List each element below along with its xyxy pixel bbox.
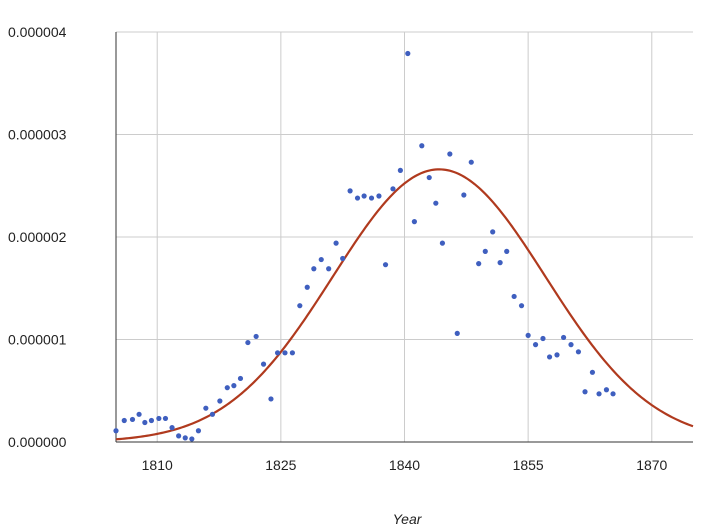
data-point xyxy=(237,375,244,382)
data-point xyxy=(461,192,467,198)
data-point xyxy=(361,193,367,199)
data-point xyxy=(354,195,361,201)
data-point xyxy=(121,417,127,424)
data-point xyxy=(297,303,303,309)
data-point xyxy=(148,417,155,424)
data-point xyxy=(476,261,482,267)
data-point xyxy=(596,391,602,397)
data-point xyxy=(260,361,267,367)
data-point xyxy=(282,350,288,356)
data-point xyxy=(217,398,223,404)
tick-labels: 0.000000 0.000001 0.000002 0.000003 0.000004… xyxy=(8,24,668,473)
y-tick-label: 0.000001 xyxy=(8,332,67,348)
x-tick-label: 1810 xyxy=(142,457,173,473)
data-point xyxy=(419,143,425,149)
data-point xyxy=(311,266,317,272)
data-point xyxy=(490,229,496,235)
x-tick-label: 1840 xyxy=(389,457,420,473)
data-point xyxy=(274,350,281,356)
data-point xyxy=(603,387,610,393)
data-point xyxy=(439,240,446,246)
data-point xyxy=(560,334,567,341)
data-point xyxy=(518,303,525,309)
data-point xyxy=(189,436,195,442)
data-point xyxy=(468,159,474,165)
gridlines xyxy=(116,31,693,442)
data-point xyxy=(176,433,182,439)
axes xyxy=(115,32,693,443)
data-point xyxy=(245,339,251,346)
data-point xyxy=(340,255,346,262)
data-point xyxy=(376,193,382,199)
y-tick-label: 0.000002 xyxy=(8,229,67,245)
data-point xyxy=(540,335,546,342)
data-point xyxy=(411,219,417,225)
data-point xyxy=(136,411,142,417)
x-tick-label: 1870 xyxy=(636,457,667,473)
data-point xyxy=(156,415,162,422)
data-point xyxy=(203,405,209,411)
data-point xyxy=(568,342,574,348)
data-point xyxy=(289,350,295,356)
data-points xyxy=(113,50,616,442)
data-point xyxy=(497,260,503,266)
data-point xyxy=(113,428,119,434)
data-point xyxy=(589,369,596,375)
y-tick-label: 0.000004 xyxy=(8,24,67,40)
data-point xyxy=(253,333,259,340)
x-tick-label: 1825 xyxy=(265,457,296,473)
data-point xyxy=(209,411,216,417)
data-point xyxy=(546,354,553,360)
data-point xyxy=(482,248,488,254)
data-point xyxy=(582,389,588,395)
y-tick-label: 0.000000 xyxy=(8,434,67,450)
data-point xyxy=(182,435,188,441)
data-point xyxy=(333,240,339,246)
data-point xyxy=(326,266,332,272)
x-axis-title: Year xyxy=(393,511,423,527)
data-point xyxy=(575,349,582,355)
data-point xyxy=(532,342,539,348)
data-point xyxy=(390,186,396,192)
data-point xyxy=(129,416,136,423)
data-point xyxy=(318,256,324,263)
data-point xyxy=(454,330,460,336)
data-point xyxy=(304,284,310,290)
data-point xyxy=(195,428,202,434)
data-point xyxy=(447,151,453,157)
data-point xyxy=(347,188,353,194)
data-point xyxy=(433,200,439,206)
data-point xyxy=(525,332,531,338)
data-point xyxy=(504,248,510,254)
x-tick-label: 1855 xyxy=(513,457,544,473)
y-tick-label: 0.000003 xyxy=(8,127,67,143)
data-point xyxy=(224,385,230,391)
data-point xyxy=(268,396,274,402)
data-point xyxy=(397,167,403,173)
data-point xyxy=(511,293,517,300)
data-point xyxy=(382,262,389,268)
data-point xyxy=(231,383,237,389)
data-point xyxy=(426,174,432,181)
data-point xyxy=(162,415,169,422)
data-point xyxy=(368,195,375,201)
data-point xyxy=(554,352,560,358)
data-point xyxy=(142,419,148,426)
data-point xyxy=(169,425,175,431)
data-point xyxy=(405,50,411,57)
data-point xyxy=(610,391,616,397)
